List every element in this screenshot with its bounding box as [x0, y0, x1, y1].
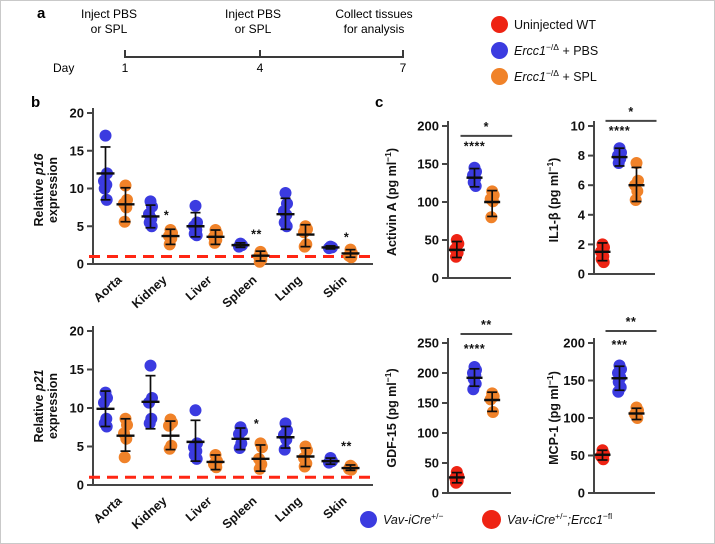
legend-item-vav-icre: Vav-iCre+/−	[360, 511, 443, 528]
svg-text:**: **	[251, 227, 262, 241]
svg-text:50: 50	[425, 233, 439, 248]
svg-text:50: 50	[571, 448, 585, 463]
event-1-line2: or SPL	[90, 22, 128, 36]
svg-text:Aorta: Aorta	[91, 272, 125, 305]
svg-text:150: 150	[417, 396, 439, 411]
svg-text:0: 0	[578, 486, 585, 501]
panel-b-label: b	[31, 94, 41, 111]
svg-text:Skin: Skin	[321, 494, 350, 522]
svg-text:15: 15	[70, 143, 84, 158]
legend-item-ercc1-spl: Ercc1−/Δ + SPL	[491, 68, 597, 85]
svg-text:20: 20	[70, 106, 84, 121]
svg-text:5: 5	[77, 439, 84, 454]
svg-text:250: 250	[417, 336, 439, 351]
event-1-line1: Inject PBS	[80, 7, 138, 21]
svg-text:10: 10	[70, 401, 84, 416]
panel-c-label: c	[375, 94, 384, 111]
svg-text:4: 4	[578, 207, 586, 222]
svg-text:200: 200	[417, 119, 439, 134]
svg-text:0: 0	[77, 257, 84, 272]
svg-text:15: 15	[70, 362, 84, 377]
svg-text:0: 0	[578, 267, 585, 282]
svg-text:50: 50	[425, 456, 439, 471]
event-2-line1: Inject PBS	[224, 7, 282, 21]
svg-text:150: 150	[563, 373, 585, 388]
svg-text:0: 0	[432, 486, 439, 501]
svg-text:150: 150	[417, 157, 439, 172]
timeline-event-1-text: Inject PBS or SPL	[64, 7, 154, 37]
svg-text:10: 10	[70, 181, 84, 196]
svg-text:Skin: Skin	[321, 273, 350, 301]
svg-text:Lung: Lung	[272, 273, 304, 304]
svg-text:Spleen: Spleen	[220, 273, 260, 311]
timeline-tick-day7	[402, 50, 404, 56]
chart-mcp-1: 0 50 100 150 200 *** **	[541, 315, 713, 521]
svg-text:Liver: Liver	[183, 494, 215, 524]
svg-text:**: **	[481, 318, 492, 332]
svg-text:Lung: Lung	[272, 494, 304, 525]
legend-item-ercc1-pbs: Ercc1−/Δ + PBS	[491, 42, 598, 59]
svg-text:Kidney: Kidney	[129, 494, 169, 532]
legend-label-vav-icre-ercc1: Vav-iCre+/−;Ercc1−fl	[507, 510, 613, 527]
svg-text:2: 2	[578, 237, 585, 252]
timeline-event-3-text: Collect tissues for analysis	[326, 7, 422, 37]
svg-text:*: *	[164, 208, 169, 222]
blue-dot-icon	[360, 511, 377, 528]
svg-text:100: 100	[417, 426, 439, 441]
svg-text:200: 200	[417, 366, 439, 381]
svg-text:****: ****	[464, 139, 485, 153]
legend-item-vav-icre-ercc1: Vav-iCre+/−;Ercc1−fl	[482, 510, 612, 529]
timeline-axis	[124, 56, 404, 58]
chart-il1-beta: 0 2 4 6 8 10 **** *	[541, 101, 713, 306]
svg-text:5: 5	[77, 219, 84, 234]
svg-text:Aorta: Aorta	[91, 493, 125, 526]
svg-text:**: **	[341, 439, 352, 453]
timeline-event-2-text: Inject PBS or SPL	[208, 7, 298, 37]
chart-gdf-15: 0 50 100 150 200 250 **** **	[389, 316, 547, 521]
svg-text:10: 10	[571, 119, 585, 134]
orange-dot-icon	[491, 68, 508, 85]
svg-text:6: 6	[578, 178, 585, 193]
chart-activin-a: 0 50 100 150 200 **** *	[389, 101, 547, 306]
day-1-label: 1	[121, 61, 129, 75]
event-3-line2: for analysis	[343, 22, 405, 36]
day-7-label: 7	[399, 61, 407, 75]
svg-text:**: **	[626, 315, 637, 329]
svg-text:200: 200	[563, 336, 585, 351]
timeline-tick-day1	[124, 50, 126, 56]
day-4-label: 4	[256, 61, 264, 75]
svg-text:0: 0	[432, 271, 439, 286]
legend-label-ercc1-spl: Ercc1−/Δ + SPL	[514, 67, 597, 84]
blue-dot-icon	[491, 42, 508, 59]
svg-text:Spleen: Spleen	[220, 494, 260, 532]
legend-label-uninjected-wt: Uninjected WT	[514, 17, 596, 32]
svg-text:20: 20	[70, 324, 84, 339]
red-dot-icon	[482, 510, 501, 529]
chart-relative-p16-expression: 0 5 10 15 20 Aorta Kidney Liver Spleen Lung Skin * *…	[29, 97, 377, 315]
svg-text:***: ***	[611, 338, 627, 352]
svg-text:100: 100	[563, 411, 585, 426]
svg-text:*: *	[254, 417, 259, 431]
svg-text:100: 100	[417, 195, 439, 210]
event-2-line2: or SPL	[234, 22, 272, 36]
timeline-tick-day4	[259, 50, 261, 56]
svg-text:****: ****	[609, 124, 630, 138]
svg-text:*: *	[628, 105, 633, 119]
red-dot-icon	[491, 16, 508, 33]
svg-text:****: ****	[464, 342, 485, 356]
svg-text:8: 8	[578, 148, 585, 163]
legend-label-vav-icre: Vav-iCre+/−	[383, 510, 444, 527]
event-3-line1: Collect tissues	[335, 7, 413, 21]
day-axis-label: Day	[53, 61, 75, 75]
svg-text:0: 0	[77, 478, 84, 493]
svg-text:Kidney: Kidney	[129, 273, 169, 311]
chart-relative-p21-expression: 0 5 10 15 20 Aorta Kidney Liver Spleen Lung Skin * *…	[29, 313, 377, 543]
svg-text:*: *	[484, 120, 489, 134]
panel-a-label: a	[37, 5, 46, 22]
legend-item-uninjected-wt: Uninjected WT	[491, 16, 596, 33]
svg-text:*: *	[344, 230, 349, 244]
svg-text:Liver: Liver	[183, 273, 215, 303]
legend-label-ercc1-pbs: Ercc1−/Δ + PBS	[514, 41, 599, 58]
